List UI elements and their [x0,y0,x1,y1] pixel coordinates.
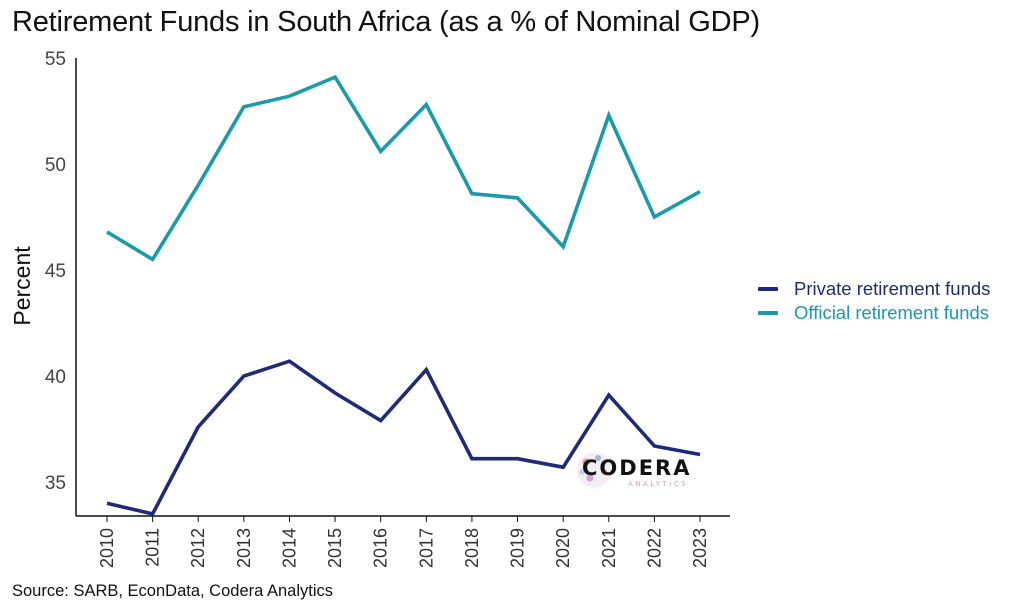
series-line-official-retirement-funds [106,74,701,262]
legend-label-private: Private retirement funds [794,278,991,299]
x-tick-label: 2014 [279,528,299,568]
series-lines [106,74,701,516]
series-line-private-retirement-funds [106,359,701,516]
x-tick-label: 2023 [690,528,710,568]
x-tick-label: 2020 [553,528,573,568]
tick-labels: 35 40 45 50 55 2010 2011 2012 2013 2014 2015 2016 20… [45,49,710,568]
axes [75,58,730,517]
legend: Private retirement funds Official retire… [758,277,990,325]
codera-logo-icon [574,450,614,490]
legend-label-official: Official retirement funds [794,302,990,323]
x-tick-label: 2010 [97,528,117,568]
legend-swatch-private [758,287,778,291]
legend-item-private: Private retirement funds [758,277,990,301]
x-tick-label: 2013 [234,528,254,568]
x-tick-label: 2019 [508,528,528,568]
x-tick-label: 2011 [143,528,163,567]
x-tick-label: 2022 [644,528,664,568]
x-tick-label: 2021 [599,528,619,568]
y-axis-label: Percent [9,246,35,326]
x-tick-label: 2017 [416,528,436,568]
x-tick-label: 2012 [188,528,208,568]
y-tick-label: 40 [45,367,66,388]
source-note: Source: SARB, EconData, Codera Analytics [12,582,333,600]
y-tick-label: 45 [45,261,66,282]
x-tick-label: 2015 [325,528,345,568]
codera-logo-subword: ANALYTICS [628,480,689,488]
y-tick-label: 50 [45,155,66,176]
chart-title: Retirement Funds in South Africa (as a %… [12,6,760,38]
y-tick-label: 55 [45,49,66,70]
legend-swatch-official [758,311,778,315]
y-tick-label: 35 [45,473,66,494]
x-tick-label: 2016 [371,528,391,568]
legend-item-official: Official retirement funds [758,301,990,325]
codera-watermark-logo: CODERA ANALYTICS [572,448,702,492]
codera-logo-word: CODERA [582,456,692,480]
x-tick-label: 2018 [462,528,482,568]
